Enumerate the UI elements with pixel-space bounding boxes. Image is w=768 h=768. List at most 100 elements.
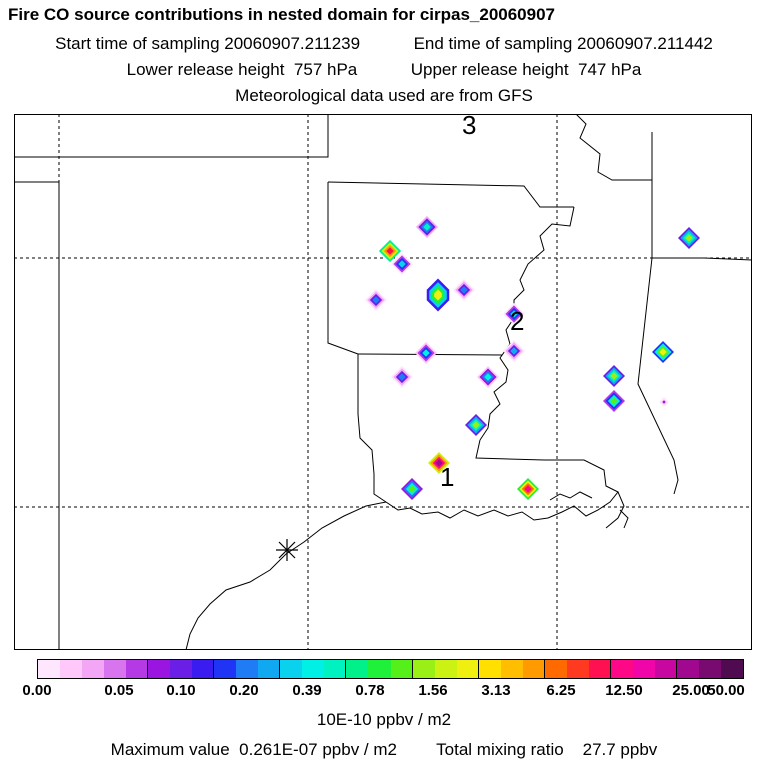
- fire-source-marker: [652, 341, 674, 363]
- fire-marker-ring: [510, 347, 518, 355]
- colorbar-units: 10E-10 ppbv / m2: [316, 710, 452, 729]
- colorbar-tick-label: 1.56: [418, 682, 448, 699]
- fire-marker-ring: [484, 373, 492, 381]
- fire-marker-ring: [386, 247, 394, 255]
- map-label-3: 3: [462, 114, 476, 140]
- colorbar-tick-label: 0.00: [22, 682, 52, 699]
- map-frame: [14, 114, 752, 650]
- colorbar-swatch: [698, 660, 721, 678]
- sampling-times: Start time of sampling 20060907.211239 E…: [0, 34, 768, 54]
- fire-marker-ring: [524, 485, 532, 493]
- fire-source-marker: [416, 216, 438, 238]
- site-marker: [276, 539, 298, 561]
- fire-source-marker: [503, 340, 525, 362]
- colorbar-swatch: [500, 660, 523, 678]
- colorbar-swatch: [82, 660, 105, 678]
- colorbar-swatch: [676, 660, 699, 678]
- fire-source-marker: [401, 478, 423, 500]
- colorbar-tick-label: 6.25: [546, 682, 576, 699]
- map-title: Fire CO source contributions in nested d…: [8, 5, 555, 24]
- fire-marker-ring: [434, 289, 442, 301]
- colorbar: [37, 659, 744, 679]
- colorbar-swatch: [346, 660, 369, 678]
- upper-release-label: Upper release height: [410, 60, 569, 79]
- fire-marker-ring: [510, 310, 518, 318]
- max-value: 0.261E-07 ppbv / m2: [239, 740, 397, 759]
- fire-source-marker: [426, 278, 450, 312]
- coastline: [185, 491, 629, 650]
- colorbar-tick-label: 0.10: [166, 682, 196, 699]
- fire-marker-ring: [372, 296, 380, 304]
- fire-source-marker: [465, 414, 487, 436]
- colorbar-swatch: [170, 660, 193, 678]
- colorbar-swatch: [610, 660, 633, 678]
- colorbar-swatch: [390, 660, 413, 678]
- colorbar-swatch: [126, 660, 149, 678]
- start-label: Start time of sampling: [55, 34, 220, 53]
- colorbar-swatch: [456, 660, 479, 678]
- fire-source-marker: [477, 366, 499, 388]
- colorbar-swatch: [478, 660, 501, 678]
- colorbar-swatch: [236, 660, 259, 678]
- colorbar-swatch: [324, 660, 347, 678]
- fire-source-marker: [415, 342, 437, 364]
- map-label-1: 1: [440, 462, 454, 492]
- colorbar-tick-label: 0.39: [292, 682, 322, 699]
- fire-marker-ring: [435, 459, 443, 467]
- state-borders: [14, 114, 752, 650]
- colorbar-swatch: [654, 660, 677, 678]
- colorbar-tick-label: 25.00: [672, 682, 710, 699]
- fire-source-marker: [391, 253, 413, 275]
- colorbar-swatch: [60, 660, 83, 678]
- fire-marker-ring: [610, 397, 618, 405]
- fire-source-marker: [659, 397, 669, 407]
- colorbar-swatch: [258, 660, 281, 678]
- colorbar-swatch: [38, 660, 61, 678]
- lower-release-value: 757 hPa: [293, 60, 358, 79]
- colorbar-swatch: [302, 660, 325, 678]
- fire-source-marker: [517, 478, 539, 500]
- fire-source-marker: [503, 303, 525, 325]
- fire-marker-ring: [610, 372, 618, 380]
- colorbar-tick-label: 0.20: [229, 682, 259, 699]
- fire-marker-ring: [398, 373, 406, 381]
- graticule: [14, 114, 752, 650]
- met-data-note: Meteorological data used are from GFS: [235, 86, 533, 105]
- colorbar-swatch: [368, 660, 391, 678]
- fire-marker-ring: [422, 349, 430, 357]
- colorbar-swatch: [214, 660, 237, 678]
- colorbar-swatch: [522, 660, 545, 678]
- fire-source-marker: [391, 366, 413, 388]
- colorbar-swatch: [720, 660, 743, 678]
- colorbar-tick-label: 0.78: [355, 682, 385, 699]
- total-mixing-value: 27.7 ppbv: [582, 740, 658, 759]
- fire-marker-ring: [662, 400, 666, 404]
- end-label: End time of sampling: [413, 34, 573, 53]
- colorbar-tick-label: 12.50: [605, 682, 643, 699]
- colorbar-tick-label: 50.00: [707, 682, 745, 699]
- fire-source-marker: [453, 279, 475, 301]
- colorbar-swatch: [566, 660, 589, 678]
- fire-source-marker: [428, 452, 450, 474]
- map-label-2: 2: [510, 306, 524, 336]
- colorbar-swatch: [104, 660, 127, 678]
- fire-sources: [365, 216, 700, 500]
- colorbar-swatch: [588, 660, 611, 678]
- fire-source-marker: [365, 289, 387, 311]
- upper-release-value: 747 hPa: [578, 60, 642, 79]
- fire-marker-ring: [408, 485, 416, 493]
- colorbar-swatch: [544, 660, 567, 678]
- fire-source-marker: [603, 390, 625, 412]
- fire-source-marker: [678, 227, 700, 249]
- fire-source-marker: [379, 240, 401, 262]
- max-value-label: Maximum value: [110, 740, 230, 759]
- colorbar-swatch: [434, 660, 457, 678]
- footer-stats: Maximum value 0.261E-07 ppbv / m2 Total …: [0, 740, 768, 760]
- fire-source-marker: [603, 365, 625, 387]
- colorbar-tick-label: 3.13: [481, 682, 511, 699]
- colorbar-tick-label: 0.05: [104, 682, 134, 699]
- colorbar-ticks: 0.00 0.05 0.10 0.20 0.39 0.78 1.56 3.13 6.25 12.5…: [0, 682, 768, 702]
- start-value: 20060907.211239: [224, 34, 361, 53]
- fire-marker-ring: [685, 234, 693, 242]
- fire-marker-ring: [423, 223, 431, 231]
